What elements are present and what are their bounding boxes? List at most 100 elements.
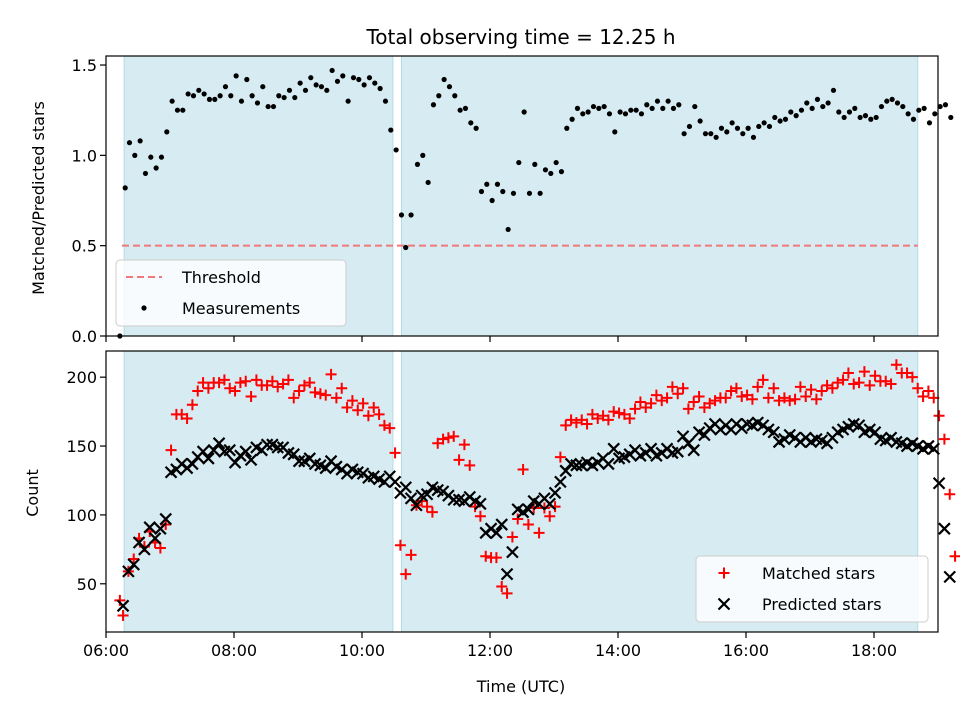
data-point [266, 375, 278, 387]
data-point [468, 120, 474, 126]
data-point [542, 167, 549, 173]
data-point [185, 91, 191, 97]
data-point [276, 93, 282, 99]
y-tick-label: 1.0 [72, 146, 97, 165]
data-point [750, 134, 757, 140]
data-point [532, 161, 538, 167]
data-point [816, 385, 828, 397]
data-point [489, 197, 495, 204]
top-y-axis-label: Matched/Predicted stars [29, 101, 48, 295]
data-point [143, 521, 157, 534]
data-point [596, 105, 602, 111]
data-point [336, 382, 348, 394]
data-point [244, 76, 250, 83]
data-point [574, 105, 581, 111]
data-point [400, 568, 412, 580]
data-point [836, 109, 842, 115]
data-point [116, 599, 130, 613]
data-point [484, 181, 490, 187]
data-point [457, 107, 463, 113]
data-point [288, 392, 300, 404]
data-point [325, 368, 337, 380]
plot-frame [105, 350, 939, 633]
data-point [522, 503, 535, 516]
data-point [414, 161, 421, 167]
data-point [862, 113, 869, 119]
data-point [117, 609, 129, 621]
data-point [857, 114, 863, 121]
data-point [558, 169, 565, 175]
data-point [282, 374, 294, 386]
data-point [334, 78, 341, 84]
data-point [174, 107, 181, 113]
y-tick-label: 0.0 [72, 327, 97, 346]
data-point [384, 422, 396, 434]
data-point [917, 390, 929, 402]
data-point [624, 412, 636, 424]
data-point [521, 109, 527, 115]
data-point [853, 377, 865, 389]
top-legend: Threshold Measurements [115, 259, 347, 327]
data-point [228, 93, 234, 99]
data-point [356, 76, 362, 83]
data-point [265, 103, 271, 110]
data-point [533, 527, 545, 539]
data-point [777, 118, 783, 124]
data-point [340, 73, 346, 79]
x-axis-label: Time (UTC) [476, 677, 565, 696]
data-point [580, 111, 586, 117]
data-point [852, 105, 858, 111]
data-point [864, 379, 876, 391]
data-point [830, 87, 837, 93]
y-tick-label: 50 [77, 575, 97, 594]
legend-box [115, 259, 347, 327]
data-point [560, 419, 572, 431]
data-point [825, 100, 831, 106]
data-point [190, 93, 197, 99]
data-point [841, 114, 847, 121]
data-point [516, 159, 522, 166]
data-point [302, 87, 309, 93]
y-tick-label: 200 [66, 368, 97, 387]
data-point [734, 125, 741, 131]
x-tick-label: 18:00 [851, 641, 897, 660]
data-point [362, 410, 374, 422]
data-point [682, 403, 694, 415]
data-point [688, 396, 700, 408]
data-point [569, 116, 575, 122]
data-point [159, 512, 173, 526]
data-point [181, 412, 193, 424]
data-point [846, 109, 853, 115]
data-point [421, 501, 433, 513]
data-point [927, 442, 941, 456]
data-point [437, 433, 449, 445]
data-point [350, 75, 357, 81]
data-point [607, 442, 621, 456]
data-point [260, 438, 274, 451]
data-point [928, 392, 940, 404]
data-point [729, 120, 735, 126]
data-point [697, 118, 703, 124]
data-point [543, 497, 557, 511]
data-point [820, 103, 826, 110]
data-point [590, 103, 597, 110]
data-point [222, 84, 229, 90]
data-point [271, 441, 285, 454]
data-point [233, 73, 239, 79]
data-point [570, 459, 583, 472]
data-point [809, 105, 815, 111]
legend-x-marker [717, 597, 731, 611]
data-point [223, 443, 237, 457]
data-point [932, 111, 938, 117]
data-point [490, 526, 503, 540]
data-point [842, 367, 854, 379]
data-point [622, 111, 629, 117]
data-point [681, 131, 687, 137]
data-point [473, 125, 479, 131]
data-point [202, 382, 214, 394]
data-point [789, 393, 801, 405]
data-point [585, 109, 591, 115]
data-point [932, 476, 946, 490]
data-point [949, 550, 960, 562]
data-point [452, 93, 458, 99]
